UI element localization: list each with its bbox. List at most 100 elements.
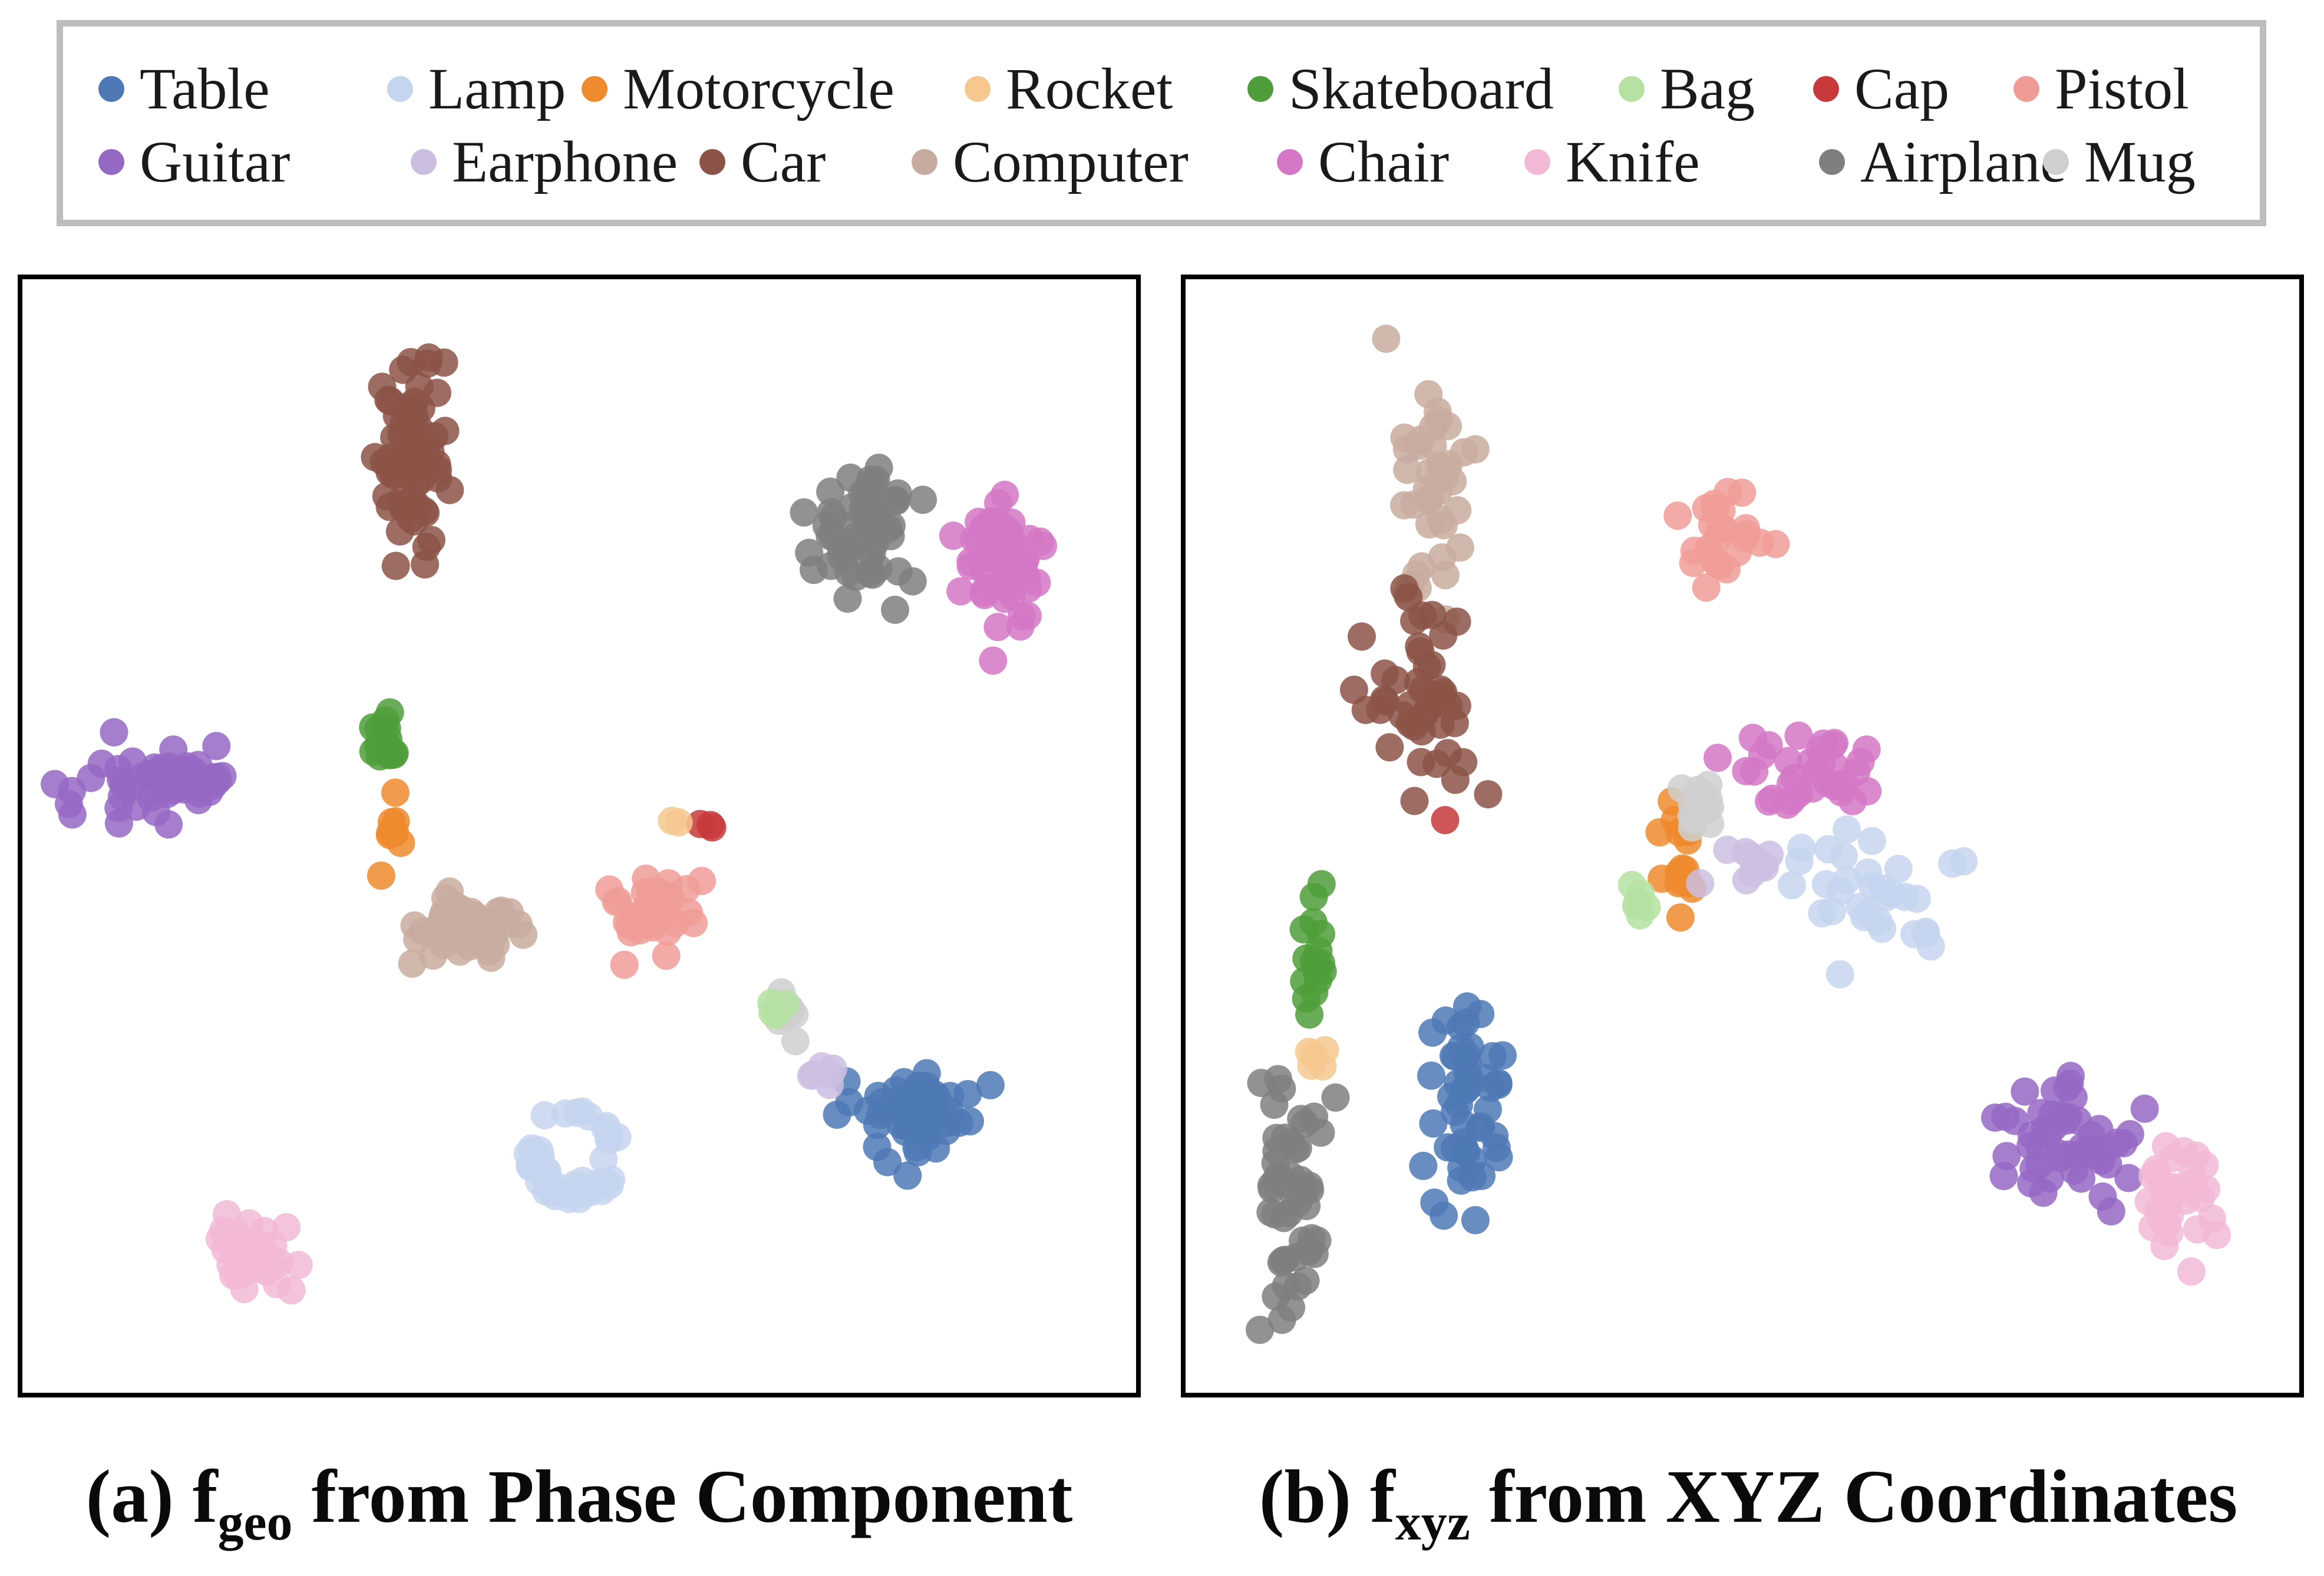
point-lamp xyxy=(1778,871,1806,900)
point-table xyxy=(922,1134,950,1163)
point-guitar xyxy=(118,747,147,776)
point-car xyxy=(373,449,402,478)
point-car xyxy=(376,387,405,416)
legend-label-cap: Cap xyxy=(1854,56,1950,121)
point-guitar xyxy=(115,774,144,802)
point-chair xyxy=(956,547,985,576)
point-computer xyxy=(480,921,509,950)
point-table xyxy=(893,1161,922,1190)
point-guitar xyxy=(136,784,165,812)
point-knife xyxy=(2138,1162,2167,1191)
point-pistol xyxy=(1663,501,1692,530)
series-pistol xyxy=(595,864,716,979)
point-table xyxy=(1419,1109,1448,1138)
point-car xyxy=(381,551,410,580)
series-computer xyxy=(398,877,538,978)
legend-marker-computer xyxy=(912,149,937,175)
point-guitar xyxy=(2088,1182,2117,1211)
point-mug xyxy=(1692,795,1721,824)
series-lamp xyxy=(513,1097,632,1214)
caption-b-prefix: (b) f xyxy=(1259,1455,1395,1538)
point-knife xyxy=(265,1248,293,1277)
point-table xyxy=(866,1101,894,1129)
point-airplane xyxy=(800,556,828,584)
point-car xyxy=(1405,632,1434,661)
point-lamp xyxy=(1884,854,1913,883)
point-knife xyxy=(2159,1144,2188,1172)
point-lamp xyxy=(1808,899,1837,928)
point-table xyxy=(1484,1071,1513,1099)
point-table xyxy=(1451,1008,1480,1037)
point-chair xyxy=(995,540,1024,569)
point-table xyxy=(863,1132,892,1161)
legend-label-earphone: Earphone xyxy=(452,129,678,194)
legend-label-guitar: Guitar xyxy=(140,129,290,194)
series-bag xyxy=(757,989,800,1029)
series-guitar xyxy=(41,718,237,839)
point-lamp xyxy=(1857,827,1886,855)
point-airplane xyxy=(848,480,877,508)
point-guitar xyxy=(2130,1094,2159,1123)
point-bag xyxy=(1626,901,1655,930)
point-airplane xyxy=(816,477,845,506)
point-chair xyxy=(1703,744,1732,772)
point-airplane xyxy=(1277,1293,1306,1322)
point-table xyxy=(1461,1206,1490,1234)
point-chair xyxy=(1784,721,1813,750)
point-car xyxy=(411,550,440,579)
point-chair xyxy=(994,571,1023,600)
series-rocket xyxy=(658,807,693,837)
legend-label-skateboard: Skateboard xyxy=(1289,56,1554,121)
point-car xyxy=(435,475,464,504)
legend-label-airplane: Airplane xyxy=(1860,129,2066,194)
point-pistol xyxy=(595,875,624,904)
point-rocket xyxy=(658,807,686,835)
caption-b-sub: xyz xyxy=(1395,1494,1470,1551)
legend-marker-pistol xyxy=(2013,76,2039,102)
series-airplane xyxy=(790,454,937,624)
point-airplane xyxy=(881,485,910,514)
legend-marker-airplane xyxy=(1819,149,1845,175)
point-skateboard xyxy=(1295,1000,1324,1029)
legend-marker-table xyxy=(98,76,124,102)
series-computer xyxy=(1372,325,1490,634)
point-airplane xyxy=(1303,1226,1332,1255)
point-car xyxy=(1417,685,1445,713)
point-airplane xyxy=(855,546,883,575)
point-lamp xyxy=(513,1139,542,1168)
point-knife xyxy=(2183,1215,2211,1244)
point-chair xyxy=(991,480,1019,509)
legend-label-computer: Computer xyxy=(953,129,1189,194)
point-skateboard xyxy=(1302,950,1331,979)
caption-b: (b) fxyz from XYZ Coordinates xyxy=(1173,1443,2324,1551)
series-knife xyxy=(2134,1132,2231,1286)
point-airplane xyxy=(881,596,909,624)
caption-a: (a) fgeo from Phase Component xyxy=(0,1443,1158,1551)
point-car xyxy=(424,455,452,484)
legend-marker-cap xyxy=(1813,76,1839,102)
series-table xyxy=(823,1059,1005,1190)
point-cap xyxy=(1431,806,1460,834)
point-guitar xyxy=(2011,1077,2039,1106)
series-table xyxy=(1409,992,1517,1234)
series-rocket xyxy=(1295,1036,1339,1081)
point-airplane xyxy=(833,584,862,613)
legend-marker-car xyxy=(699,149,725,175)
point-guitar xyxy=(104,809,133,838)
point-knife xyxy=(2177,1257,2206,1286)
legend-label-pistol: Pistol xyxy=(2055,56,2189,121)
legend-row: Table Lamp Motorcycle Rocket Skateboard Bag Ca… xyxy=(63,50,2260,121)
point-airplane xyxy=(909,485,937,514)
scatter-plot-b xyxy=(1246,325,2231,1344)
point-guitar xyxy=(2115,1120,2144,1149)
point-guitar xyxy=(77,764,105,792)
point-airplane xyxy=(1295,1171,1323,1200)
point-table xyxy=(1409,1151,1438,1180)
point-car xyxy=(417,526,445,554)
point-car xyxy=(397,484,426,513)
point-chair xyxy=(1755,787,1783,816)
legend-label-motorcycle: Motorcycle xyxy=(623,56,894,121)
point-pistol xyxy=(610,950,639,979)
point-car xyxy=(1348,622,1376,651)
series-chair xyxy=(1703,721,1882,819)
